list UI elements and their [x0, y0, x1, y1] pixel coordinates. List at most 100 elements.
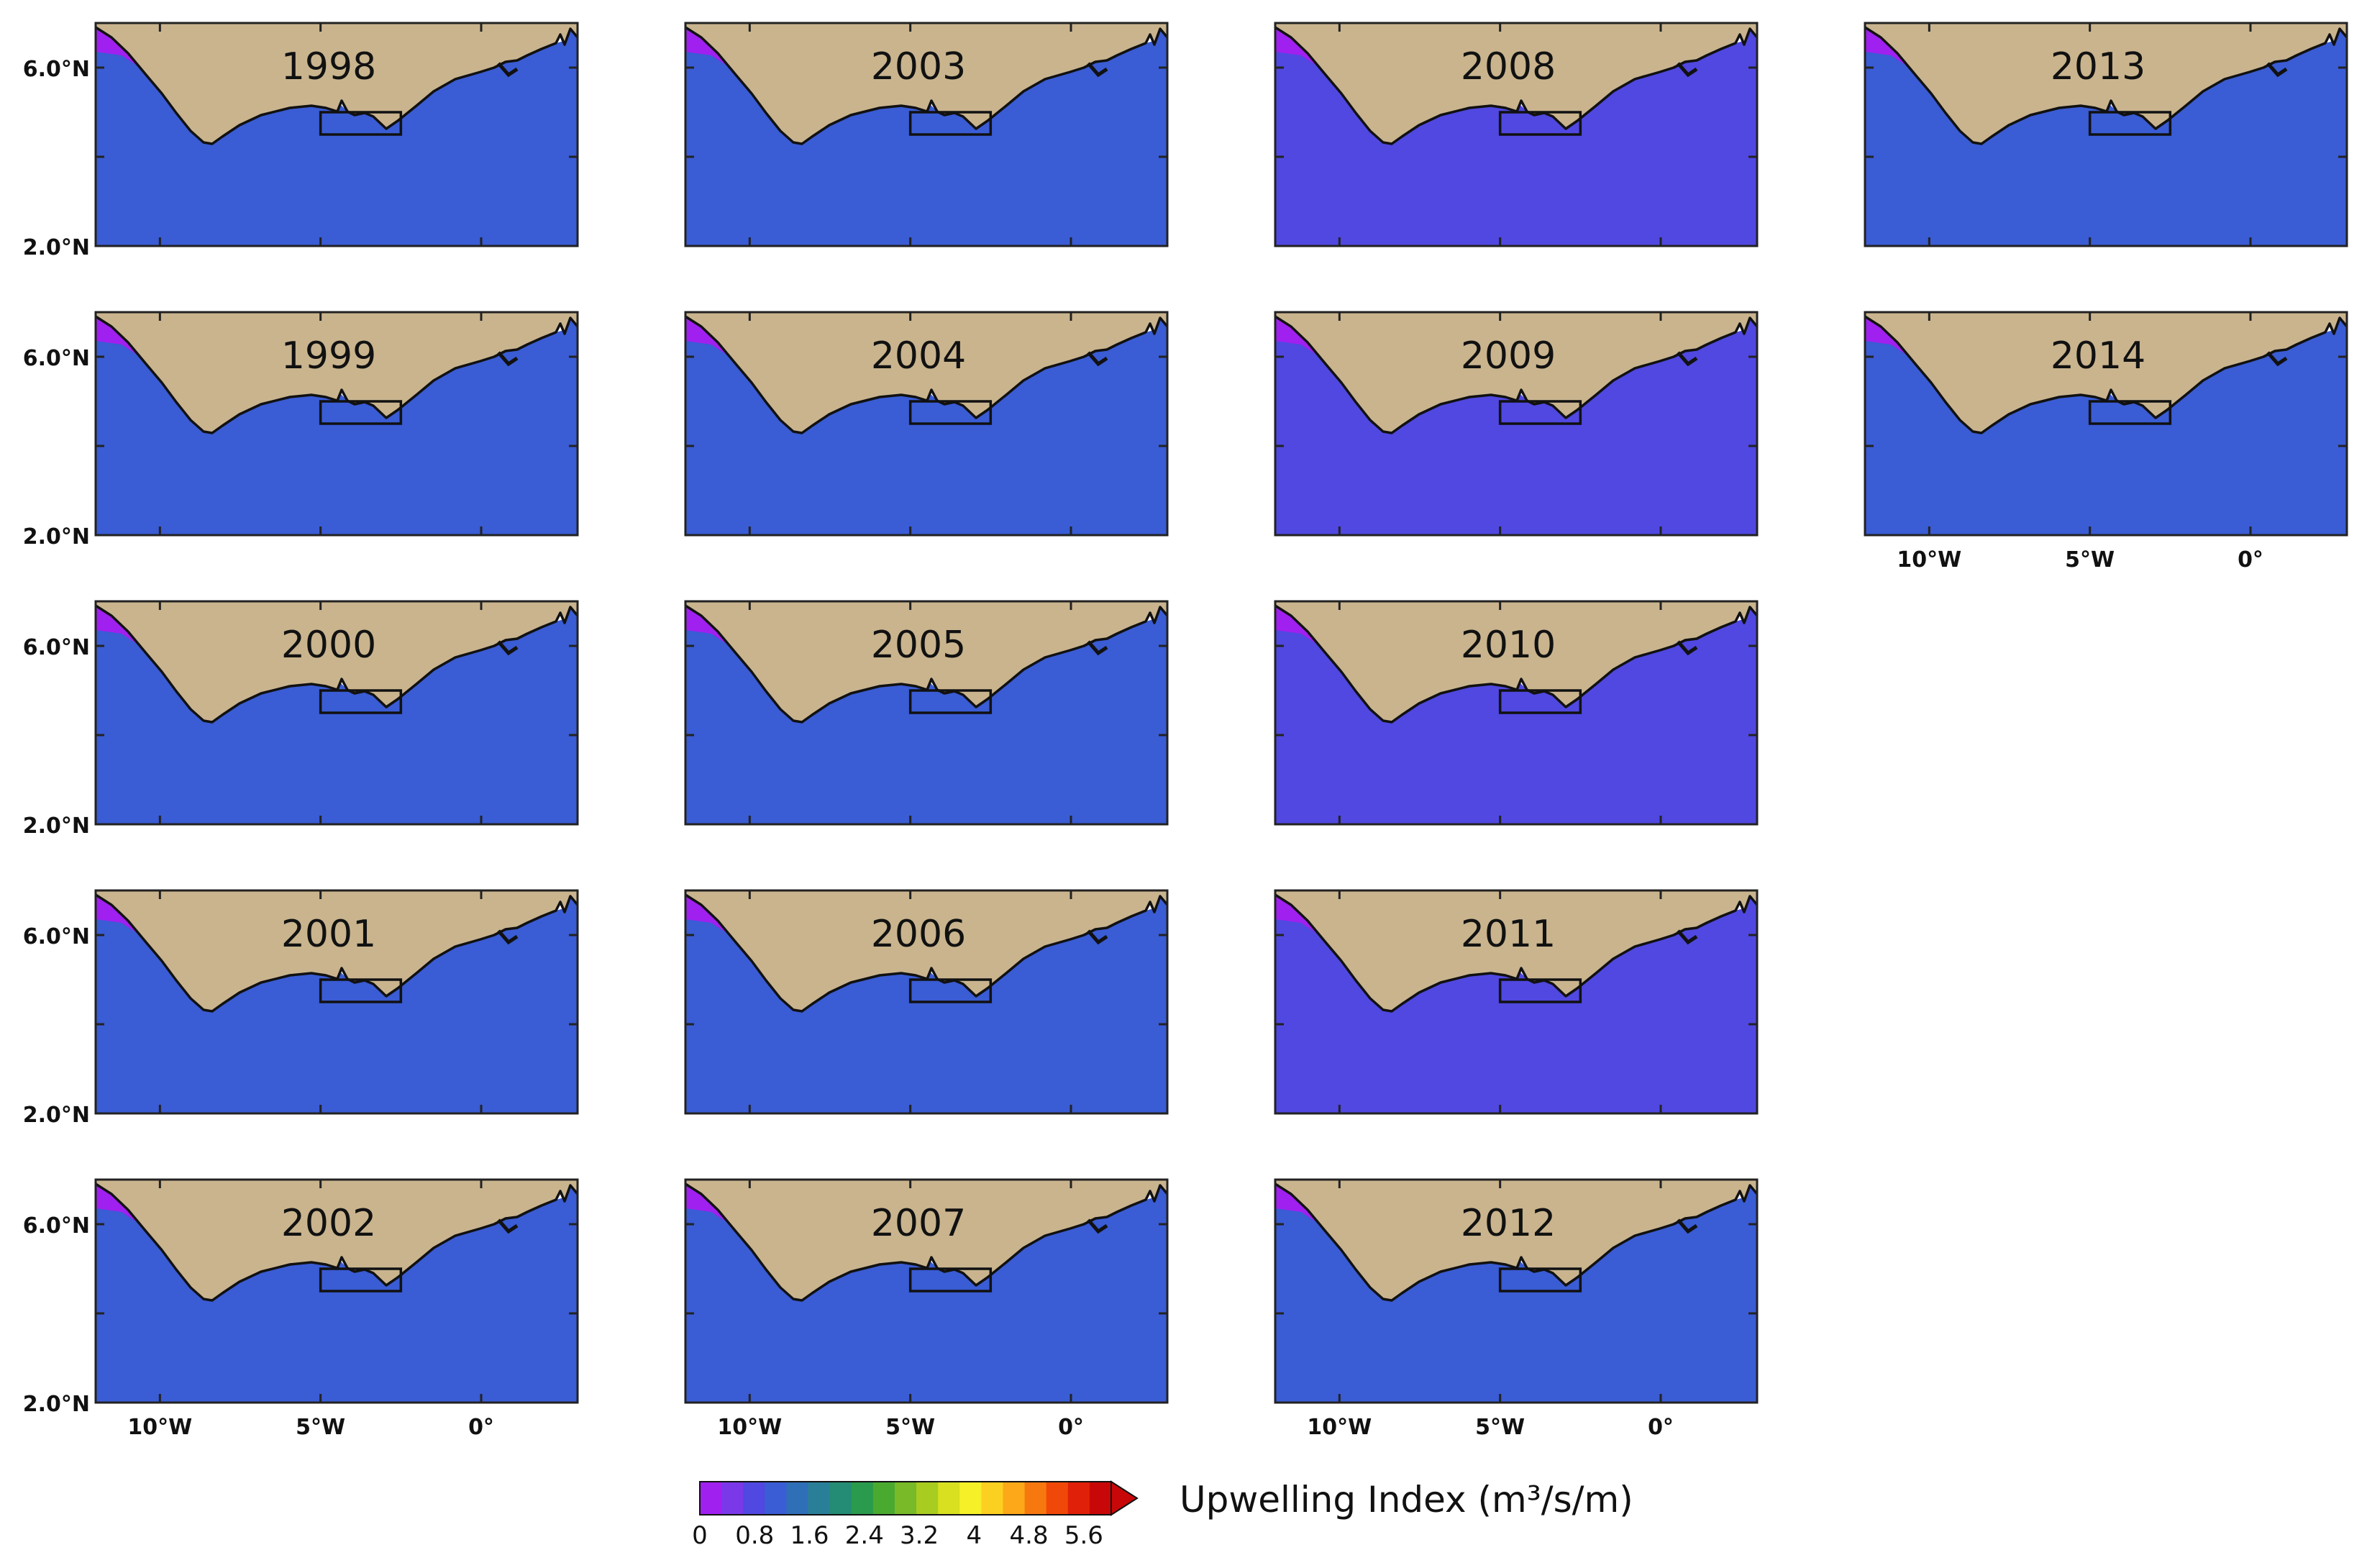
field-band — [1275, 538, 1757, 542]
study-region-box — [1498, 111, 1582, 136]
land-mass — [1275, 23, 1757, 144]
map-panel-2010: 2010 — [1274, 600, 1759, 831]
lagoon-mark — [497, 929, 519, 945]
study-region-box — [2088, 111, 2172, 136]
field-band — [685, 249, 1167, 253]
map-panels: 1998 6.0°N 2.0°N 1999 6.0°N 2.0°N 2000 6.0°N 2.0… — [23, 22, 2348, 1440]
map-panel-2011: 2011 — [1274, 889, 1759, 1121]
study-region-box — [319, 1267, 403, 1293]
colorbar-swatch — [938, 1482, 960, 1515]
upwelling-field — [685, 23, 1167, 253]
upwelling-field — [96, 23, 578, 246]
upwelling-field — [1865, 23, 2347, 246]
coastline — [1274, 1182, 1759, 1302]
colorbar-swatch — [808, 1482, 831, 1515]
field-band — [685, 316, 1167, 535]
coastline — [685, 1182, 1169, 1302]
colorbar-swatch — [1003, 1482, 1026, 1515]
land-mass — [685, 23, 1167, 144]
field-band — [1275, 1116, 1757, 1121]
field-band — [96, 606, 578, 824]
upwelling-field — [685, 890, 1167, 1121]
x-tick-label: 10°W — [1897, 547, 1961, 573]
upwelling-field — [1865, 312, 2347, 535]
panel-frame — [1274, 311, 1759, 537]
coastline — [685, 315, 1169, 434]
lagoon-mark — [1087, 640, 1108, 656]
colorbar-extend-arrow — [1110, 1480, 1139, 1516]
x-tick-label: 10°W — [1307, 1415, 1372, 1440]
map-panel-2005: 2005 — [684, 600, 1169, 826]
coastline — [685, 26, 1169, 145]
coastline — [1274, 26, 1759, 145]
land-mass — [685, 312, 1167, 433]
panel-year-label: 2000 — [281, 624, 376, 667]
field-band — [685, 1116, 1167, 1121]
study-region-box — [908, 689, 993, 714]
panel-frame — [1864, 311, 2348, 537]
map-panel-2012: 2012 10°W 5°W 0° — [1274, 1178, 1759, 1440]
colorbar: 0 0.8 1.6 2.4 3.2 4 4.8 5.6 Upwelling Index (m³/… — [692, 1479, 1633, 1550]
coastline — [95, 26, 579, 145]
field-band — [96, 1184, 578, 1403]
land-mass — [96, 23, 578, 144]
map-panel-2003: 2003 — [684, 22, 1169, 253]
coastline — [1274, 893, 1759, 1013]
field-band — [685, 27, 1167, 246]
lagoon-mark — [497, 640, 519, 656]
y-tick-label: 6.0°N — [23, 1213, 90, 1239]
colorbar-swatch — [743, 1482, 765, 1515]
land-mass — [685, 1180, 1167, 1300]
map-panel-2014: 2014 10°W 5°W 0° — [1864, 311, 2348, 573]
panel-year-label: 2008 — [1461, 45, 1556, 88]
panel-frame — [94, 1178, 579, 1404]
study-region-box — [908, 1267, 993, 1293]
lagoon-mark — [2266, 62, 2288, 78]
map-panel-2009: 2009 — [1274, 311, 1759, 542]
colorbar-frame — [699, 1481, 1112, 1515]
field-band — [685, 606, 1167, 824]
colorbar-swatch — [1067, 1482, 1090, 1515]
study-region-box — [2088, 400, 2172, 425]
land-mass — [96, 890, 578, 1011]
colorbar-tick-label: 0 — [692, 1521, 708, 1550]
y-tick-label: 6.0°N — [23, 346, 90, 371]
colorbar-swatch — [786, 1482, 809, 1515]
x-tick-label: 5°W — [1475, 1415, 1525, 1440]
colorbar-swatch — [1024, 1482, 1047, 1515]
field-band — [1275, 827, 1757, 831]
colorbar-swatch — [1046, 1482, 1069, 1515]
panel-frame — [684, 889, 1169, 1115]
field-band — [96, 538, 578, 542]
field-band — [96, 827, 578, 831]
panel-year-label: 2012 — [1461, 1202, 1556, 1245]
colorbar-swatch — [1089, 1482, 1112, 1515]
lagoon-mark — [1087, 929, 1108, 945]
field-band — [1275, 1184, 1757, 1403]
colorbar-tick-label: 5.6 — [1064, 1521, 1103, 1550]
upwelling-field — [96, 1180, 578, 1403]
colorbar-swatch — [916, 1482, 939, 1515]
upwelling-field — [1275, 1180, 1757, 1403]
lagoon-mark — [497, 351, 519, 367]
panel-frame — [94, 889, 579, 1115]
panel-year-label: 2004 — [871, 334, 966, 378]
study-region-box — [908, 111, 993, 136]
coastline — [95, 893, 579, 1013]
land-mass — [96, 312, 578, 433]
lagoon-mark — [1087, 351, 1108, 367]
panel-year-label: 2013 — [2051, 45, 2145, 88]
study-region-box — [319, 400, 403, 425]
study-region-box — [319, 111, 403, 136]
coastline — [95, 315, 579, 434]
land-mass — [1865, 23, 2347, 144]
panel-year-label: 2014 — [2051, 334, 2145, 378]
x-tick-label: 0° — [468, 1415, 494, 1440]
lagoon-mark — [1087, 1218, 1108, 1234]
upwelling-field — [685, 601, 1167, 824]
panel-year-label: 2005 — [871, 624, 966, 667]
y-tick-label: 6.0°N — [23, 635, 90, 660]
land-mass — [1275, 312, 1757, 433]
panel-year-label: 2006 — [871, 913, 966, 956]
